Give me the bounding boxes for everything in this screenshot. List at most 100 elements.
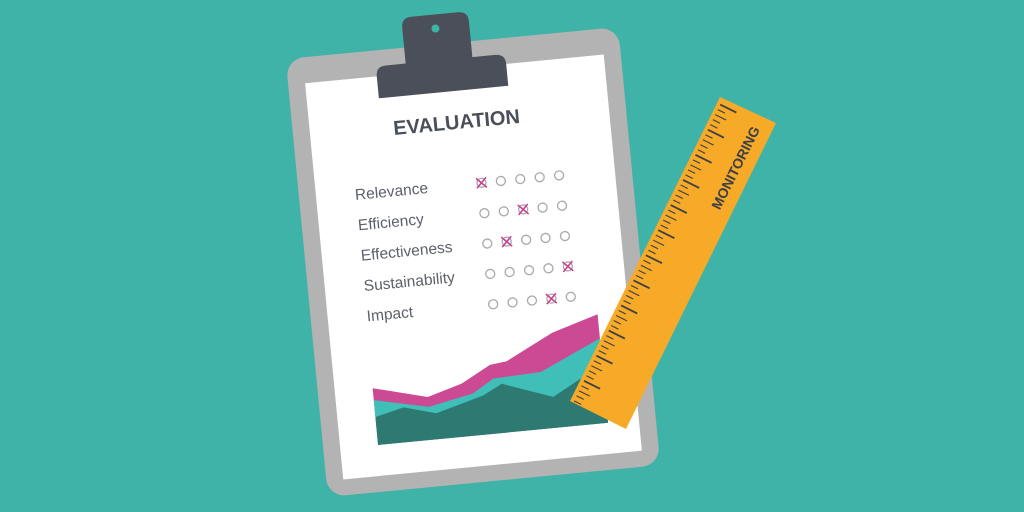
ruler-tick (613, 320, 622, 325)
clip-icon (376, 12, 509, 99)
criterion-label: Impact (366, 304, 415, 325)
ruler-tick (581, 385, 589, 390)
ruler-tick (700, 144, 708, 149)
ruler-tick (657, 229, 675, 239)
ruler-tick (712, 119, 721, 124)
ruler-tick (625, 294, 634, 300)
criterion-row: Relevance (354, 170, 565, 204)
ruler-tick (645, 254, 663, 265)
x-mark-icon (561, 260, 574, 273)
x-mark-icon (475, 176, 488, 189)
ruler-tick (697, 149, 706, 154)
ruler-tick (591, 365, 603, 372)
ruler-tick (715, 114, 727, 121)
ruler-tick (707, 128, 725, 139)
ruler-tick (685, 174, 693, 179)
ruler-tick (655, 234, 664, 240)
ruler-tick (608, 329, 626, 340)
ruler-tick (635, 274, 644, 280)
ruler-tick (583, 379, 601, 390)
ruler-tick (710, 124, 718, 129)
ruler-tick (660, 224, 669, 230)
ruler-tick (588, 370, 597, 375)
ruler-tick (667, 209, 676, 215)
rating-radio[interactable] (526, 295, 538, 306)
rating-radio[interactable] (523, 265, 535, 276)
ruler-tick (576, 395, 584, 400)
criterion-row: Impact (366, 291, 576, 325)
rating-radio[interactable] (562, 261, 574, 272)
ruler-tick (665, 214, 677, 221)
ruler-tick (638, 269, 646, 275)
ruler-tick (595, 354, 613, 365)
criterion-label: Efficiency (357, 211, 425, 234)
ruler-tick (695, 154, 712, 164)
ruler-tick (606, 335, 614, 340)
rating-radio[interactable] (518, 204, 529, 215)
rating-radio[interactable] (520, 234, 532, 245)
ruler-tick (578, 390, 591, 397)
ruler-tick (603, 340, 615, 347)
ruler-tick (682, 179, 700, 189)
ruler-tick (687, 169, 696, 174)
rating-radio[interactable] (537, 202, 548, 213)
ruler-tick (650, 244, 659, 250)
rating-radio[interactable] (546, 293, 557, 304)
chart-area-dark (375, 364, 609, 445)
ruler-tick (573, 400, 582, 405)
ruler-tick (670, 204, 688, 214)
ruler-tick (630, 284, 639, 290)
rating-radio[interactable] (501, 236, 512, 247)
rating-radio[interactable] (487, 299, 499, 310)
ruler-tick (690, 164, 702, 171)
rating-radio[interactable] (534, 172, 545, 183)
ruler-tick (653, 239, 665, 247)
ruler-tick (677, 189, 690, 196)
x-mark-icon (517, 203, 530, 216)
ruler-tick (633, 279, 651, 290)
rating-radio[interactable] (495, 175, 507, 187)
ruler-tick (615, 315, 628, 322)
x-mark-icon (500, 235, 513, 248)
ruler-tick (610, 325, 619, 330)
ruler-tick (640, 264, 652, 272)
rating-radio[interactable] (559, 230, 571, 242)
rating-radio[interactable] (485, 268, 496, 280)
ruler-tick (675, 194, 684, 200)
ruler-tick (680, 184, 689, 189)
clip-hole (431, 24, 440, 33)
criterion-row: Efficiency (357, 200, 568, 234)
rating-radio[interactable] (540, 232, 551, 244)
ruler-tick (586, 375, 594, 380)
rating-radio[interactable] (515, 173, 526, 185)
rating-radio[interactable] (476, 177, 487, 188)
rating-radio[interactable] (556, 200, 568, 211)
ruler-tick (593, 360, 602, 365)
rating-radio[interactable] (553, 170, 565, 181)
ruler-tick (628, 289, 640, 297)
ruler-tick (663, 219, 671, 225)
ruler-tick (672, 199, 681, 205)
ruler-tick (601, 345, 609, 350)
rating-radio[interactable] (543, 263, 554, 274)
ruler-tick (620, 304, 638, 315)
ruler-tick (719, 103, 737, 114)
rating-radio[interactable] (479, 208, 490, 219)
rating-radio[interactable] (507, 297, 518, 308)
ruler-tick (623, 299, 632, 305)
ruler: MONITORING (570, 97, 776, 429)
rating-radio[interactable] (482, 238, 493, 249)
rating-radio[interactable] (498, 206, 509, 217)
ruler-tick (692, 159, 701, 164)
ruler-tick (643, 259, 651, 265)
rating-radio[interactable] (504, 266, 515, 278)
ruler-tick (702, 139, 714, 146)
ruler-tick (717, 109, 726, 114)
rating-radio[interactable] (565, 291, 576, 302)
x-mark-icon (545, 292, 558, 305)
clipboard: EVALUATION RelevanceEfficiencyEffectiven… (287, 12, 659, 496)
ruler-tick (648, 249, 656, 255)
area-chart (372, 314, 609, 445)
ruler-tick (598, 350, 607, 355)
